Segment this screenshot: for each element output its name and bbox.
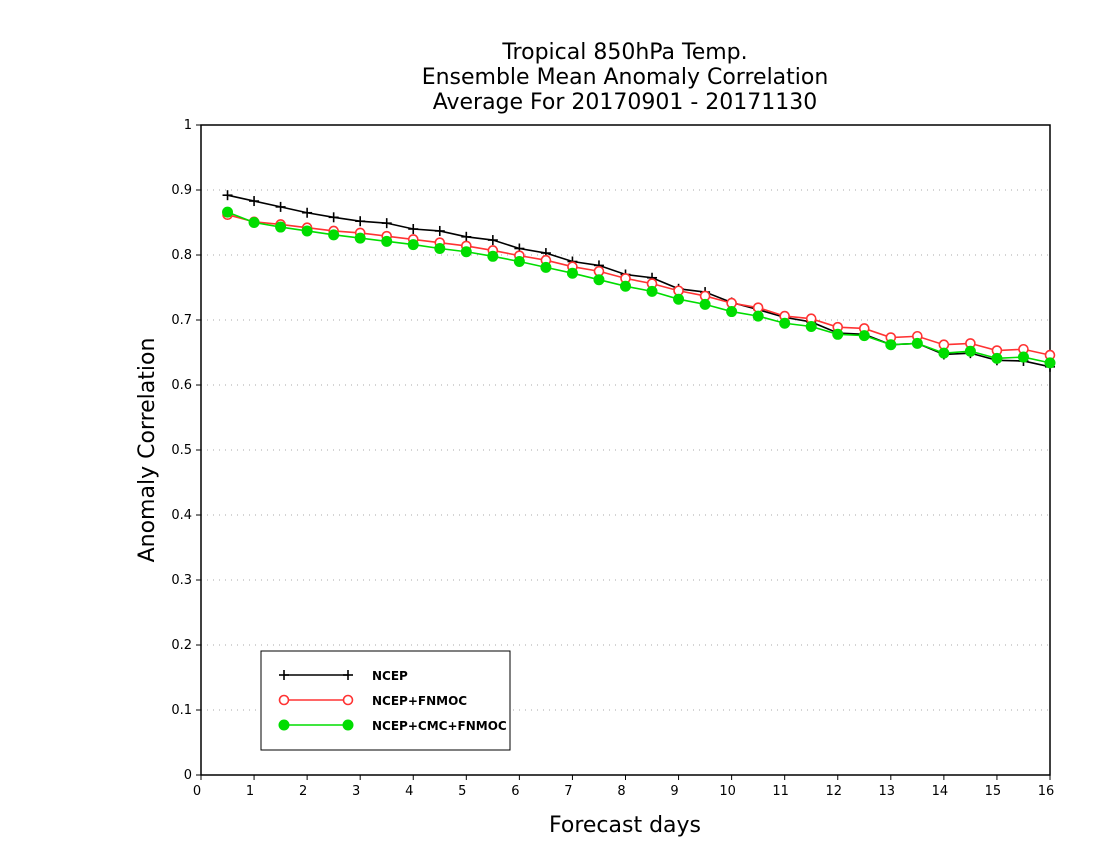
data-point-ncep (461, 231, 472, 242)
legend-marker-ncep-fnmoc (342, 694, 354, 706)
data-point-ncep-cmc-fnmoc (381, 235, 393, 247)
series-line-ncep-fnmoc (227, 213, 1051, 356)
chart-title-line-1: Tropical 850hPa Temp. (501, 40, 747, 65)
data-point-ncep-cmc-fnmoc (1017, 351, 1029, 363)
y-tick-label: 1 (184, 118, 192, 133)
data-point-ncep (381, 218, 392, 229)
chart-title-line-2: Ensemble Mean Anomaly Correlation (422, 65, 829, 90)
data-point-ncep-cmc-fnmoc (699, 298, 711, 310)
x-tick-label: 6 (511, 784, 519, 799)
data-point-ncep (408, 224, 419, 234)
series-ncep-cmc-fnmoc (222, 206, 1056, 369)
data-point-ncep (249, 196, 260, 207)
data-point-ncep-cmc-fnmoc (911, 337, 923, 349)
y-tick-label: 0.6 (171, 378, 192, 393)
x-tick-label: 8 (617, 784, 625, 799)
y-tick-label: 0.1 (171, 703, 192, 718)
data-point-ncep (434, 225, 445, 236)
gridlines (201, 189, 1050, 711)
x-tick-label: 12 (825, 784, 842, 799)
data-point-ncep-cmc-fnmoc (673, 293, 685, 305)
y-tick-label: 0.8 (171, 248, 192, 263)
legend-label-ncep: NCEP (372, 669, 408, 683)
x-axis: 0 1 2 3 4 5 6 7 8 9 10 11 12 13 14 15 16 (193, 775, 1054, 799)
data-point-ncep-cmc-fnmoc (646, 285, 658, 297)
x-tick-label: 5 (458, 784, 466, 799)
data-point-ncep-cmc-fnmoc (964, 345, 976, 357)
series-group (222, 190, 1056, 372)
y-tick-label: 0.7 (171, 313, 192, 328)
y-tick-label: 0.9 (171, 183, 192, 198)
data-point-ncep (328, 212, 339, 223)
data-point-ncep-cmc-fnmoc (885, 339, 897, 351)
legend-marker-ncep-cmc-fnmoc (278, 719, 290, 731)
data-point-ncep (302, 207, 313, 218)
y-axis: 0 0.1 0.2 0.3 0.4 0.5 0.6 0.7 0.8 0.9 1 (171, 118, 201, 783)
data-point-ncep-cmc-fnmoc (1044, 357, 1056, 369)
x-tick-label: 3 (352, 784, 360, 799)
legend-marker-ncep (343, 670, 353, 680)
data-point-ncep-cmc-fnmoc (248, 217, 260, 228)
x-tick-label: 1 (246, 784, 254, 799)
data-point-ncep-cmc-fnmoc (832, 328, 844, 340)
y-axis-title: Anomaly Correlation (135, 338, 160, 563)
series-ncep-fnmoc (222, 209, 1056, 361)
data-point-ncep-cmc-fnmoc (991, 352, 1003, 364)
data-point-ncep (487, 235, 498, 246)
x-axis-title: Forecast days (549, 813, 701, 838)
data-point-ncep-cmc-fnmoc (407, 239, 419, 251)
data-point-ncep-cmc-fnmoc (620, 280, 631, 292)
data-point-ncep-cmc-fnmoc (328, 229, 340, 241)
data-point-ncep-cmc-fnmoc (726, 306, 738, 318)
x-tick-label: 16 (1038, 784, 1055, 799)
x-tick-label: 9 (670, 784, 678, 799)
data-point-ncep-cmc-fnmoc (540, 261, 552, 273)
data-point-ncep-cmc-fnmoc (593, 274, 605, 286)
x-tick-label: 2 (299, 784, 307, 799)
data-point-ncep-cmc-fnmoc (460, 246, 472, 258)
data-point-ncep-cmc-fnmoc (513, 256, 525, 267)
data-point-ncep-cmc-fnmoc (434, 243, 446, 254)
data-point-ncep-cmc-fnmoc (858, 330, 870, 342)
data-point-ncep-cmc-fnmoc (354, 232, 366, 244)
x-tick-label: 10 (719, 784, 736, 799)
legend-label-ncep-fnmoc: NCEP+FNMOC (372, 694, 467, 708)
x-tick-label: 4 (405, 784, 413, 799)
data-point-ncep-cmc-fnmoc (752, 310, 764, 322)
chart-title: Tropical 850hPa Temp. Ensemble Mean Anom… (422, 40, 829, 115)
legend-marker-ncep-fnmoc (278, 694, 290, 706)
x-tick-label: 15 (985, 784, 1002, 799)
legend: NCEP NCEP+FNMOC NCEP+CMC+FNMOC (260, 650, 511, 751)
y-tick-label: 0.3 (171, 573, 192, 588)
data-point-ncep-cmc-fnmoc (487, 250, 499, 262)
data-point-ncep-cmc-fnmoc (301, 225, 313, 237)
data-point-ncep (355, 216, 366, 227)
data-point-ncep-cmc-fnmoc (566, 267, 578, 279)
data-point-ncep (222, 190, 233, 201)
y-tick-label: 0.2 (171, 638, 192, 653)
data-point-ncep-cmc-fnmoc (938, 347, 950, 359)
y-tick-label: 0.4 (171, 508, 192, 523)
data-point-ncep-cmc-fnmoc (222, 206, 234, 218)
y-tick-label: 0.5 (171, 443, 192, 458)
legend-label-ncep-cmc-fnmoc: NCEP+CMC+FNMOC (372, 719, 507, 733)
x-tick-label: 0 (193, 784, 201, 799)
data-point-ncep-cmc-fnmoc (805, 321, 817, 332)
x-tick-label: 14 (932, 784, 949, 799)
x-tick-label: 11 (772, 784, 789, 799)
legend-marker-ncep (279, 670, 289, 680)
chart-title-line-3: Average For 20170901 - 20171130 (433, 90, 818, 115)
series-line-ncep-cmc-fnmoc (227, 211, 1051, 364)
legend-marker-ncep-cmc-fnmoc (342, 719, 354, 731)
y-tick-label: 0 (184, 768, 192, 783)
data-point-ncep (275, 201, 286, 212)
data-point-ncep-cmc-fnmoc (275, 221, 287, 233)
x-tick-label: 7 (564, 784, 572, 799)
data-point-ncep-cmc-fnmoc (779, 317, 791, 329)
x-tick-label: 13 (879, 784, 896, 799)
